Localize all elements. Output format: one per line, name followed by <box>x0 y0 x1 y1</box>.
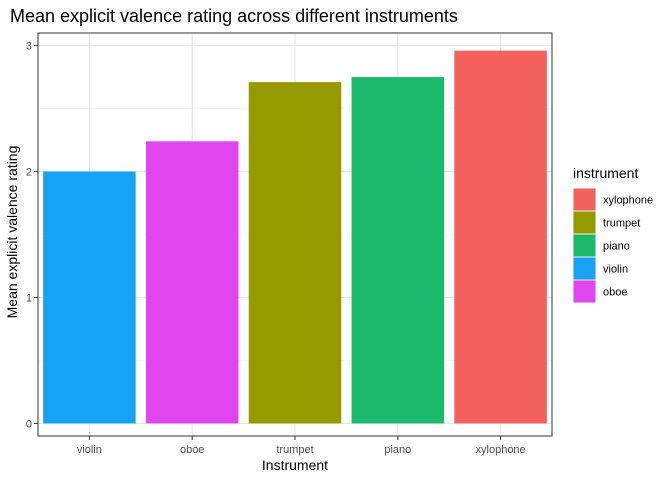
y-tick-label: 2 <box>26 167 32 179</box>
x-tick-label: trumpet <box>276 444 313 456</box>
legend-label-trumpet: trumpet <box>603 218 640 230</box>
bar-xylophone <box>454 50 547 424</box>
legend: instrument xylophone trumpet piano violin ob… <box>573 165 653 303</box>
legend-swatch-xylophone <box>573 188 596 211</box>
legend-swatch-trumpet <box>573 211 596 234</box>
bars <box>37 32 553 437</box>
legend-label-piano: piano <box>603 241 630 253</box>
legend-swatch-oboe <box>573 280 596 303</box>
x-tick-label: piano <box>384 444 411 456</box>
x-axis-ticks: violin oboe trumpet piano xylophone <box>77 436 526 456</box>
y-tick-label: 1 <box>26 292 32 304</box>
bar-piano <box>351 77 445 424</box>
y-tick-label: 0 <box>26 418 32 430</box>
chart-title: Mean explicit valence rating across diff… <box>10 6 458 26</box>
legend-swatch-piano <box>573 234 596 257</box>
bar-trumpet <box>248 82 342 424</box>
legend-label-xylophone: xylophone <box>603 195 653 207</box>
bar-violin <box>43 171 136 424</box>
legend-label-oboe: oboe <box>603 287 627 299</box>
y-axis-title: Mean explicit valence rating <box>4 146 20 319</box>
legend-swatch-violin <box>573 257 596 280</box>
x-axis-title: Instrument <box>262 457 328 473</box>
y-tick-label: 3 <box>26 41 32 53</box>
x-tick-label: oboe <box>180 444 204 456</box>
legend-label-violin: violin <box>603 264 628 276</box>
bar-oboe <box>145 141 239 424</box>
x-tick-label: xylophone <box>476 444 526 456</box>
x-tick-label: violin <box>77 444 102 456</box>
legend-title: instrument <box>573 165 638 181</box>
y-axis-ticks: 0 1 2 3 <box>26 41 38 430</box>
